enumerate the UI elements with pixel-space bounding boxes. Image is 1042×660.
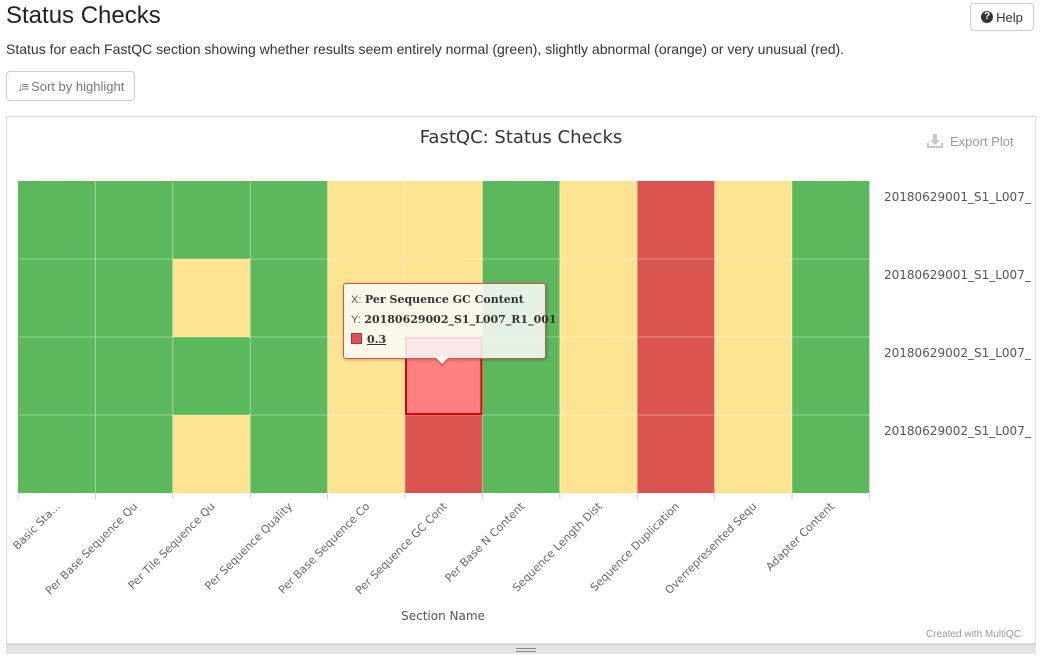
heatmap-tooltip: X: Per Sequence GC Content Y: 2018062900…	[343, 283, 557, 359]
heatmap-cell[interactable]	[250, 259, 328, 337]
tooltip-color-swatch	[351, 333, 362, 344]
created-with-credit: Created with MultiQC	[926, 629, 1022, 640]
heatmap-cell[interactable]	[250, 181, 328, 259]
y-axis-tick-label: 20180629001_S1_L007_	[884, 190, 1032, 204]
heatmap-cell[interactable]	[95, 181, 173, 259]
download-icon	[927, 134, 943, 148]
heatmap-cell[interactable]	[637, 337, 715, 415]
x-axis-tick-label: Per Sequence Quality	[202, 500, 295, 593]
export-plot-button[interactable]: Export Plot	[926, 133, 1014, 149]
tooltip-y-value: 20180629002_S1_L007_R1_001	[364, 313, 557, 326]
heatmap-cell[interactable]	[405, 415, 483, 493]
heatmap-cell[interactable]	[172, 337, 251, 415]
y-axis-tick-label: 20180629002_S1_L007_	[884, 346, 1032, 360]
export-plot-label: Export Plot	[950, 133, 1014, 149]
tooltip-value: 0.3	[367, 333, 387, 346]
x-axis-tick-label: Sequence Length Dist	[510, 499, 605, 594]
tooltip-arrow-fill	[435, 357, 449, 364]
resize-grip-line	[516, 648, 536, 649]
x-axis-tick-label: Adapter Content	[763, 499, 837, 573]
heatmap-cell[interactable]	[792, 415, 870, 493]
tooltip-x-key: X:	[351, 294, 362, 306]
heatmap-cell[interactable]	[172, 259, 251, 337]
heatmap-cell[interactable]	[18, 415, 96, 493]
heatmap-cell[interactable]	[559, 415, 638, 493]
y-axis-tick-label: 20180629001_S1_L007_	[884, 268, 1032, 282]
heatmap-cell[interactable]	[714, 259, 792, 337]
heatmap-cell[interactable]	[482, 415, 560, 493]
heatmap-cell[interactable]	[18, 259, 96, 337]
heatmap-cell[interactable]	[95, 259, 173, 337]
x-axis-tick-label: Basic Sta...	[10, 500, 62, 552]
tooltip-x-value: Per Sequence GC Content	[364, 293, 524, 306]
y-axis-tick-labels: 20180629001_S1_L007_ 20180629001_S1_L007_…	[884, 190, 1032, 438]
heatmap-cell[interactable]	[559, 181, 638, 259]
sort-icon: ↓≡	[17, 78, 29, 94]
chart-title: FastQC: Status Checks	[420, 127, 623, 148]
heatmap-cell[interactable]	[250, 337, 328, 415]
heatmap-cell[interactable]	[792, 337, 870, 415]
heatmap-cell[interactable]	[18, 337, 96, 415]
heatmap-cell[interactable]	[172, 181, 251, 259]
x-axis-tick-label: Overrepresented Sequ	[662, 500, 759, 597]
y-axis-tick-label: 20180629002_S1_L007_	[884, 424, 1032, 438]
page-title: Status Checks	[6, 2, 161, 29]
heatmap-cell[interactable]	[714, 181, 792, 259]
help-button[interactable]: ? Help	[970, 3, 1034, 31]
resize-grip-line	[516, 651, 536, 652]
heatmap-cell[interactable]	[327, 181, 405, 259]
heatmap-cell[interactable]	[250, 415, 328, 493]
heatmap-cell[interactable]	[637, 415, 715, 493]
heatmap-cell[interactable]	[637, 259, 715, 337]
x-axis-title: Section Name	[401, 609, 485, 623]
heatmap-cell[interactable]	[792, 259, 870, 337]
x-axis-tick-label: Per Base N Content	[443, 499, 528, 584]
tooltip-y-key: Y:	[351, 314, 361, 326]
heatmap-cell[interactable]	[637, 181, 715, 259]
x-axis-tick-label: Sequence Duplication	[588, 500, 682, 594]
heatmap-cell[interactable]	[18, 181, 96, 259]
heatmap-cell[interactable]	[327, 415, 405, 493]
heatmap-cell[interactable]	[482, 181, 560, 259]
plot-resize-handle[interactable]	[6, 644, 1036, 654]
x-axis-tick-label: Per Tile Sequence Qu	[126, 500, 218, 592]
help-button-label: Help	[996, 9, 1023, 25]
heatmap-cell[interactable]	[714, 337, 792, 415]
heatmap-cell[interactable]	[714, 415, 792, 493]
question-circle-icon: ?	[981, 11, 994, 23]
sort-button-label: Sort by highlight	[31, 78, 125, 94]
heatmap-cell[interactable]	[95, 415, 173, 493]
heatmap-cell[interactable]	[792, 181, 870, 259]
heatmap-cell[interactable]	[559, 337, 638, 415]
sort-by-highlight-button[interactable]: ↓≡ Sort by highlight	[6, 71, 135, 101]
heatmap-cells	[18, 181, 870, 493]
heatmap-cell[interactable]	[559, 259, 638, 337]
heatmap-cell[interactable]	[95, 337, 173, 415]
section-description: Status for each FastQC section showing w…	[6, 41, 845, 57]
heatmap-cell[interactable]	[405, 181, 483, 259]
heatmap-cell[interactable]	[172, 415, 251, 493]
